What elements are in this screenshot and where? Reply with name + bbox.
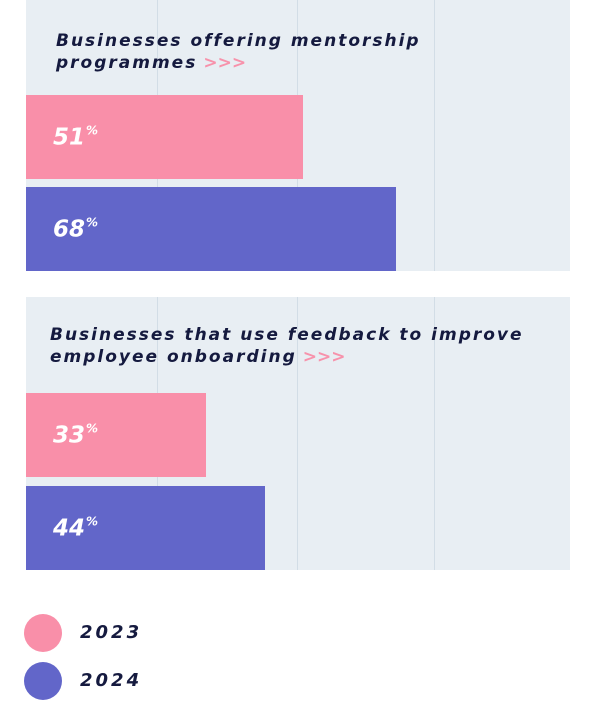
chart-group-mentorship: Businesses offering mentorship programme… [26, 0, 570, 271]
bar-value-label: 33% [53, 421, 99, 449]
bar-mentorship-2023: 51% [26, 95, 303, 179]
grid-line [297, 297, 298, 570]
arrows-icon: >>> [203, 53, 247, 73]
grid-line [434, 297, 435, 570]
legend-swatch-2024 [24, 662, 62, 700]
bar-value-label: 44% [53, 514, 99, 542]
group-title: Businesses that use feedback to improve … [50, 325, 524, 367]
arrows-icon: >>> [302, 347, 346, 367]
bar-feedback-2023: 33% [26, 393, 206, 477]
bar-value-label: 68% [53, 215, 99, 243]
bar-feedback-2024: 44% [26, 486, 265, 570]
group-title: Businesses offering mentorship programme… [56, 31, 421, 73]
grid-line [434, 0, 435, 271]
bar-mentorship-2024: 68% [26, 187, 396, 271]
legend-swatch-2023 [24, 614, 62, 652]
bar-value-label: 51% [53, 123, 99, 151]
legend-label: 2023 [80, 622, 143, 643]
legend-label: 2024 [80, 670, 143, 691]
chart-group-feedback: Businesses that use feedback to improve … [26, 297, 570, 570]
